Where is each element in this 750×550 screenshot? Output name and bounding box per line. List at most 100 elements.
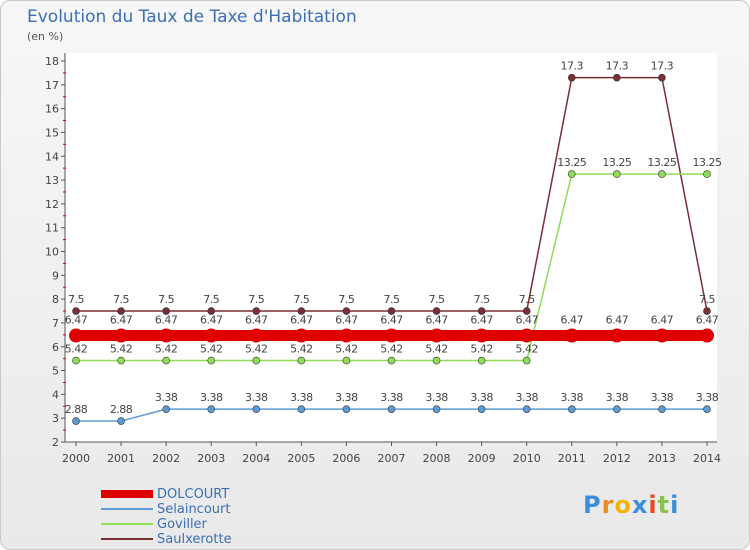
data-point (249, 328, 264, 343)
data-point (703, 405, 711, 413)
data-point (700, 328, 714, 343)
x-tick-label: 2011 (558, 452, 586, 465)
data-point (342, 405, 351, 413)
data-label: 6.47 (110, 314, 133, 327)
data-label: 7.5 (699, 293, 715, 306)
data-point (564, 328, 579, 343)
data-point (658, 73, 666, 82)
data-label: 5.42 (290, 343, 313, 356)
data-point (159, 328, 174, 343)
data-point (477, 356, 486, 365)
x-tick-label: 2012 (603, 452, 631, 465)
y-tick-label: 15 (45, 126, 59, 139)
data-label: 3.38 (245, 391, 268, 404)
data-point (72, 307, 80, 315)
data-label: 3.38 (561, 391, 584, 404)
legend-swatch (101, 538, 153, 540)
data-point (519, 328, 534, 343)
data-label: 3.38 (200, 391, 223, 404)
data-label: 7.5 (474, 293, 490, 306)
data-label: 7.5 (68, 293, 84, 306)
data-point (342, 356, 351, 365)
data-point (204, 328, 219, 343)
x-tick-label: 2006 (332, 452, 360, 465)
x-tick-label: 2000 (62, 452, 90, 465)
x-tick-label: 2007 (378, 452, 406, 465)
data-label: 7.5 (338, 293, 354, 306)
data-point (658, 405, 666, 413)
legend-swatch (101, 490, 153, 498)
y-tick-label: 7 (52, 317, 59, 330)
data-label: 6.47 (155, 314, 178, 327)
data-point (432, 356, 441, 365)
data-label: 5.42 (65, 343, 88, 356)
data-point (117, 417, 125, 425)
data-label: 6.47 (200, 314, 223, 327)
data-label: 7.5 (384, 293, 400, 306)
y-tick-label: 3 (52, 412, 59, 425)
data-point (654, 328, 669, 343)
data-point (609, 328, 624, 343)
data-label: 6.47 (245, 314, 268, 327)
x-tick-label: 2014 (693, 452, 721, 465)
y-tick-label: 4 (52, 388, 59, 401)
data-point (703, 170, 711, 178)
chart-title: Evolution du Taux de Taxe d'Habitation (27, 7, 357, 27)
x-tick-label: 2004 (242, 452, 270, 465)
data-point (429, 328, 444, 343)
data-point (477, 405, 486, 413)
data-point (613, 170, 621, 178)
data-label: 3.38 (651, 391, 674, 404)
data-label: 7.5 (248, 293, 264, 306)
x-tick-label: 2013 (648, 452, 676, 465)
data-label: 2.88 (110, 403, 133, 416)
data-point (252, 307, 261, 315)
data-point (522, 405, 531, 413)
data-label: 6.47 (515, 314, 538, 327)
legend-swatch (101, 523, 153, 525)
data-point (384, 328, 399, 343)
data-point (207, 405, 216, 413)
data-label: 3.38 (155, 391, 178, 404)
x-tick-label: 2008 (423, 452, 451, 465)
data-point (252, 405, 261, 413)
data-label: 7.5 (519, 293, 535, 306)
y-tick-label: 5 (52, 365, 59, 378)
data-point (72, 417, 80, 425)
data-point (207, 356, 216, 365)
data-label: 2.88 (65, 403, 88, 416)
data-point (114, 328, 129, 343)
data-label: 7.5 (158, 293, 174, 306)
data-label: 13.25 (647, 156, 676, 169)
y-tick-label: 10 (45, 246, 59, 259)
y-tick-label: 6 (52, 341, 59, 354)
data-label: 5.42 (515, 343, 538, 356)
y-axis-unit-label: (en %) (27, 30, 64, 43)
data-label: 6.47 (561, 314, 584, 327)
data-label: 17.3 (606, 60, 629, 73)
data-label: 3.38 (696, 391, 719, 404)
data-label: 5.42 (110, 343, 133, 356)
data-label: 5.42 (245, 343, 268, 356)
data-label: 6.47 (380, 314, 403, 327)
data-label: 7.5 (113, 293, 129, 306)
data-point (162, 405, 170, 413)
data-label: 5.42 (380, 343, 403, 356)
legend-swatch (101, 508, 153, 510)
data-point (387, 307, 396, 315)
x-tick-label: 2010 (513, 452, 541, 465)
data-point (297, 405, 306, 413)
legend-label: Goviller (157, 517, 207, 532)
data-point (567, 73, 576, 82)
data-point (342, 307, 351, 315)
legend-label: Selaincourt (157, 502, 231, 517)
data-point (474, 328, 489, 343)
data-label: 5.42 (335, 343, 358, 356)
data-point (69, 328, 83, 343)
data-label: 13.25 (602, 156, 631, 169)
y-tick-label: 17 (45, 79, 59, 92)
data-point (613, 405, 621, 413)
data-point (252, 356, 261, 365)
data-label: 6.47 (606, 314, 629, 327)
data-point (297, 356, 306, 365)
